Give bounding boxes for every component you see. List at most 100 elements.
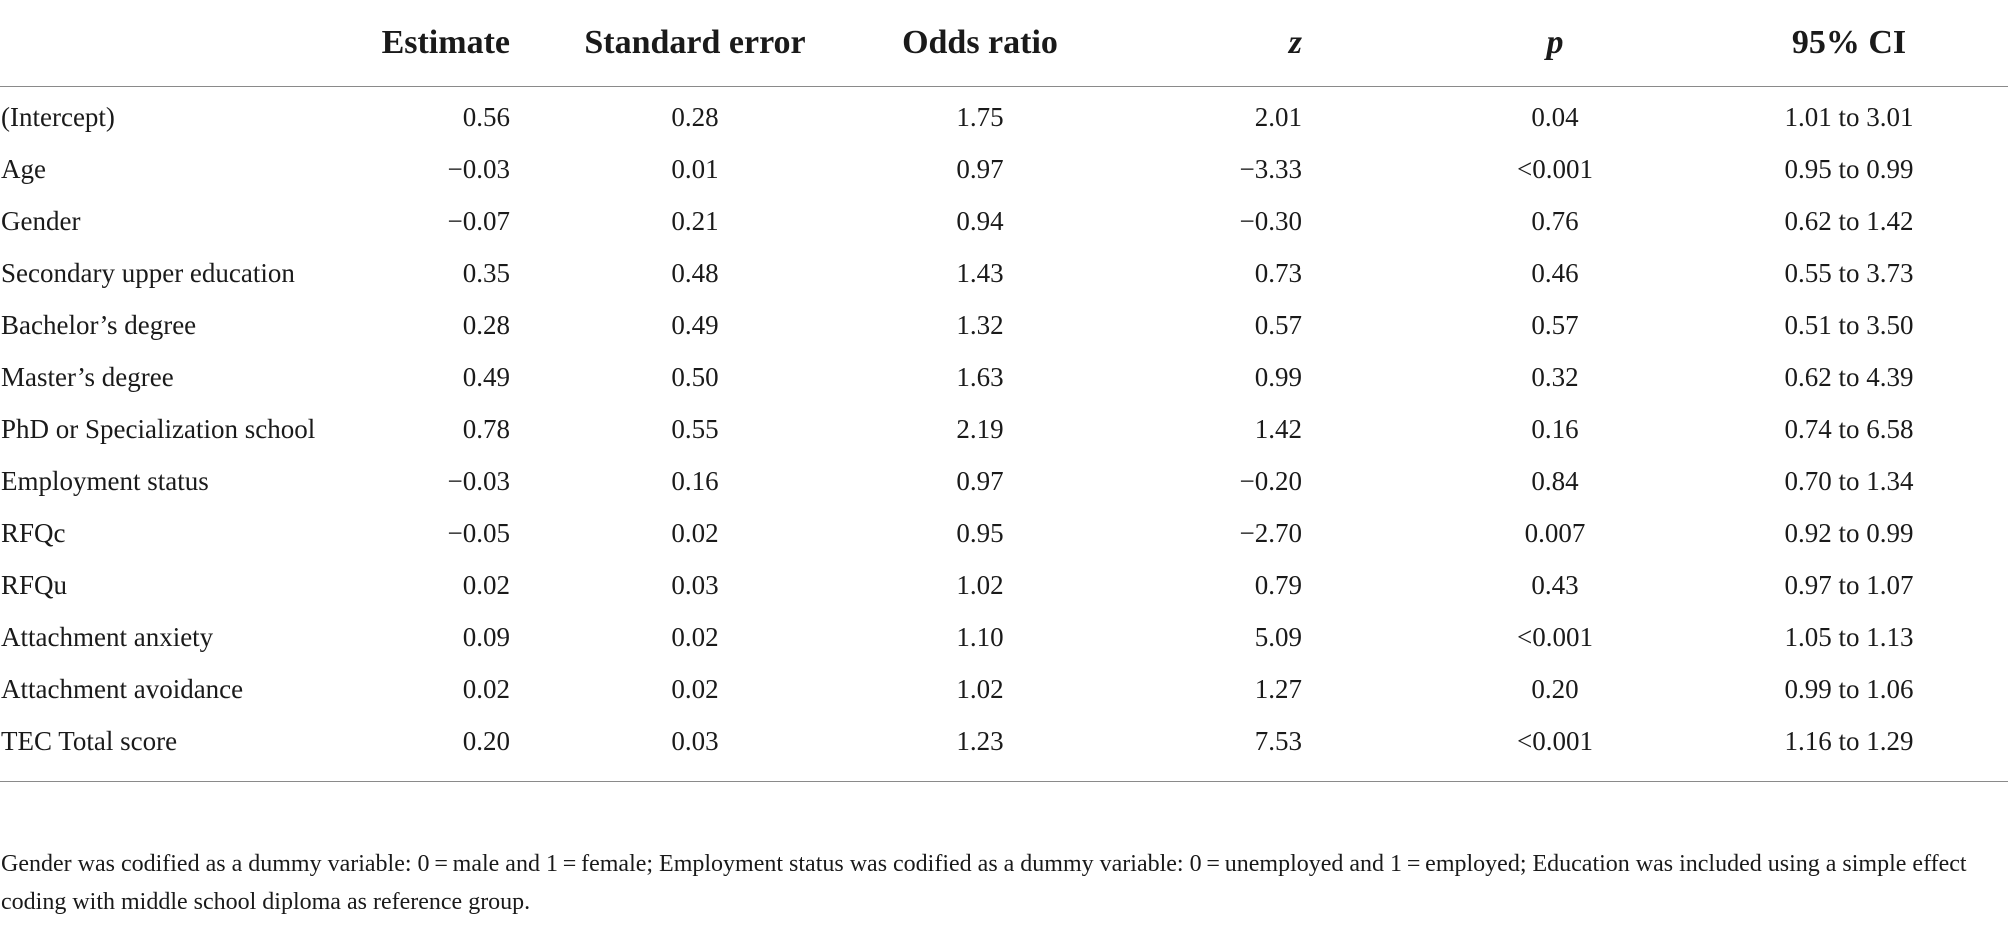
p-cell: 0.43 bbox=[1531, 569, 1579, 600]
estimate-cell: 0.35 bbox=[462, 257, 510, 288]
p-cell: 0.57 bbox=[1531, 309, 1579, 340]
estimate-cell: −0.03 bbox=[447, 465, 510, 496]
ci-cell: 1.16 to 1.29 bbox=[1784, 725, 1914, 756]
p-cell: 0.04 bbox=[1531, 101, 1579, 132]
p-cell: 0.16 bbox=[1531, 413, 1579, 444]
z-cell: 1.42 bbox=[1254, 413, 1302, 444]
z-cell: 0.57 bbox=[1254, 309, 1302, 340]
standard-error-cell: 0.03 bbox=[671, 569, 719, 600]
estimate-cell: −0.07 bbox=[447, 205, 510, 236]
table-row: Bachelor’s degree 0.28 0.49 1.32 0.57 0.57 0.5… bbox=[0, 299, 2008, 351]
estimate-cell: 0.20 bbox=[462, 725, 510, 756]
z-cell: 0.99 bbox=[1254, 361, 1302, 392]
header-p: p bbox=[1350, 0, 1660, 87]
row-label: RFQu bbox=[1, 569, 68, 600]
p-cell: <0.001 bbox=[1517, 621, 1593, 652]
table-bottom-rule bbox=[0, 781, 2008, 782]
odds-ratio-cell: 1.02 bbox=[956, 569, 1004, 600]
table-row: RFQc −0.05 0.02 0.95 −2.70 0.007 0.92 to 0.99 bbox=[0, 507, 2008, 559]
table-row: TEC Total score 0.20 0.03 1.23 7.53 <0.001 1.1… bbox=[0, 715, 2008, 773]
standard-error-cell: 0.48 bbox=[671, 257, 719, 288]
row-label: (Intercept) bbox=[1, 101, 115, 132]
ci-cell: 0.51 to 3.50 bbox=[1784, 309, 1914, 340]
header-95-ci: 95% CI bbox=[1660, 0, 2008, 87]
estimate-cell: 0.09 bbox=[462, 621, 510, 652]
row-label: Gender bbox=[1, 205, 81, 236]
p-cell: 0.84 bbox=[1531, 465, 1579, 496]
table-row: PhD or Specialization school 0.78 0.55 2.19… bbox=[0, 403, 2008, 455]
standard-error-cell: 0.16 bbox=[671, 465, 719, 496]
ci-cell: 1.05 to 1.13 bbox=[1784, 621, 1914, 652]
estimate-cell: 0.02 bbox=[462, 673, 510, 704]
header-variable bbox=[0, 0, 340, 87]
row-label: RFQc bbox=[1, 517, 66, 548]
z-cell: −2.70 bbox=[1239, 517, 1302, 548]
z-cell: 1.27 bbox=[1254, 673, 1302, 704]
p-cell: 0.32 bbox=[1531, 361, 1579, 392]
header-standard-error: Standard error bbox=[530, 0, 830, 87]
ci-cell: 0.55 to 3.73 bbox=[1784, 257, 1914, 288]
estimate-cell: 0.49 bbox=[462, 361, 510, 392]
estimate-cell: −0.03 bbox=[447, 153, 510, 184]
odds-ratio-cell: 0.95 bbox=[956, 517, 1004, 548]
row-label: Employment status bbox=[1, 465, 209, 496]
z-cell: −0.20 bbox=[1239, 465, 1302, 496]
estimate-cell: 0.02 bbox=[462, 569, 510, 600]
odds-ratio-cell: 1.10 bbox=[956, 621, 1004, 652]
odds-ratio-cell: 1.02 bbox=[956, 673, 1004, 704]
row-label: Bachelor’s degree bbox=[1, 309, 197, 340]
z-cell: 5.09 bbox=[1254, 621, 1302, 652]
standard-error-cell: 0.01 bbox=[671, 153, 719, 184]
odds-ratio-cell: 1.23 bbox=[956, 725, 1004, 756]
standard-error-cell: 0.02 bbox=[671, 621, 719, 652]
row-label: Master’s degree bbox=[1, 361, 174, 392]
standard-error-cell: 0.03 bbox=[671, 725, 719, 756]
table-row: Attachment avoidance 0.02 0.02 1.02 1.27 0.20… bbox=[0, 663, 2008, 715]
ci-cell: 0.62 to 4.39 bbox=[1784, 361, 1914, 392]
table-row: Attachment anxiety 0.09 0.02 1.10 5.09 <0.001… bbox=[0, 611, 2008, 663]
z-cell: −0.30 bbox=[1239, 205, 1302, 236]
ci-cell: 0.62 to 1.42 bbox=[1784, 205, 1914, 236]
p-cell: <0.001 bbox=[1517, 153, 1593, 184]
odds-ratio-cell: 0.94 bbox=[956, 205, 1004, 236]
header-odds-ratio: Odds ratio bbox=[830, 0, 1070, 87]
table-row: Employment status −0.03 0.16 0.97 −0.20 0.84 0… bbox=[0, 455, 2008, 507]
p-cell: 0.007 bbox=[1524, 517, 1586, 548]
z-cell: 0.73 bbox=[1254, 257, 1302, 288]
standard-error-cell: 0.02 bbox=[671, 517, 719, 548]
ci-cell: 0.95 to 0.99 bbox=[1784, 153, 1914, 184]
p-cell: 0.46 bbox=[1531, 257, 1579, 288]
odds-ratio-cell: 2.19 bbox=[956, 413, 1004, 444]
p-cell: <0.001 bbox=[1517, 725, 1593, 756]
odds-ratio-cell: 0.97 bbox=[956, 465, 1004, 496]
regression-table: Estimate Standard error Odds ratio z p 9… bbox=[0, 0, 2008, 773]
standard-error-cell: 0.49 bbox=[671, 309, 719, 340]
ci-cell: 0.70 to 1.34 bbox=[1784, 465, 1914, 496]
z-cell: 7.53 bbox=[1254, 725, 1302, 756]
header-estimate: Estimate bbox=[340, 0, 530, 87]
z-cell: 2.01 bbox=[1254, 101, 1302, 132]
p-cell: 0.76 bbox=[1531, 205, 1579, 236]
row-label: Attachment anxiety bbox=[1, 621, 214, 652]
table-footnote: Gender was codified as a dummy variable:… bbox=[1, 851, 1967, 915]
standard-error-cell: 0.02 bbox=[671, 673, 719, 704]
ci-cell: 1.01 to 3.01 bbox=[1784, 101, 1914, 132]
p-cell: 0.20 bbox=[1531, 673, 1579, 704]
table-row: (Intercept) 0.56 0.28 1.75 2.01 0.04 1.01 to 3… bbox=[0, 87, 2008, 144]
standard-error-cell: 0.50 bbox=[671, 361, 719, 392]
ci-cell: 0.99 to 1.06 bbox=[1784, 673, 1914, 704]
standard-error-cell: 0.21 bbox=[671, 205, 719, 236]
estimate-cell: −0.05 bbox=[447, 517, 510, 548]
estimate-cell: 0.78 bbox=[462, 413, 510, 444]
row-label: Age bbox=[1, 153, 46, 184]
table-header-row: Estimate Standard error Odds ratio z p 9… bbox=[0, 0, 2008, 87]
row-label: Attachment avoidance bbox=[1, 673, 244, 704]
header-z: z bbox=[1070, 0, 1350, 87]
odds-ratio-cell: 1.63 bbox=[956, 361, 1004, 392]
table-row: RFQu 0.02 0.03 1.02 0.79 0.43 0.97 to 1.07 bbox=[0, 559, 2008, 611]
table-row: Age −0.03 0.01 0.97 −3.33 <0.001 0.95 to 0.99 bbox=[0, 143, 2008, 195]
row-label: Secondary upper education bbox=[1, 257, 295, 288]
odds-ratio-cell: 0.97 bbox=[956, 153, 1004, 184]
ci-cell: 0.92 to 0.99 bbox=[1784, 517, 1914, 548]
odds-ratio-cell: 1.32 bbox=[956, 309, 1004, 340]
